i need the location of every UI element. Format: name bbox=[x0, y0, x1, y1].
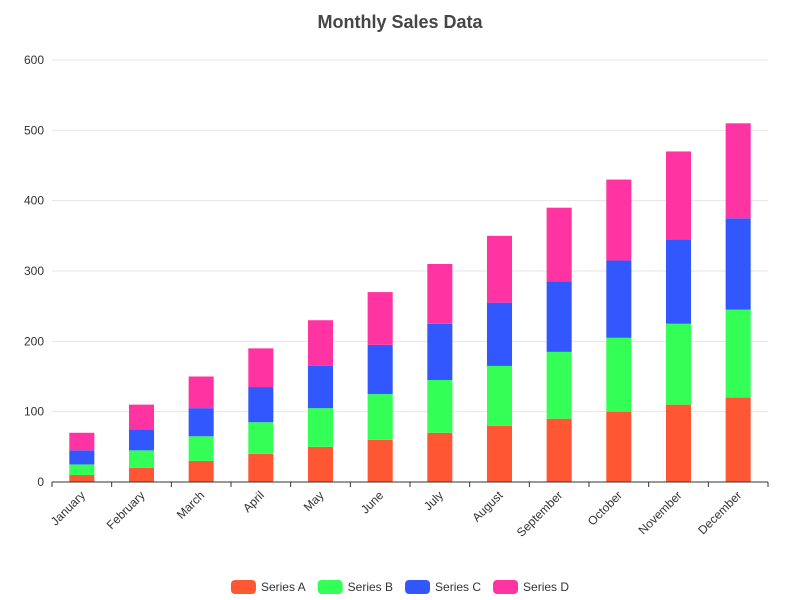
bar-segment bbox=[427, 323, 453, 381]
legend-label: Series A bbox=[261, 580, 306, 594]
bar-segment bbox=[725, 397, 751, 482]
bar-segment bbox=[546, 281, 572, 352]
bar-segment bbox=[725, 123, 751, 219]
bar-segment bbox=[307, 408, 334, 447]
y-tick-label: 500 bbox=[24, 123, 44, 137]
bar-segment bbox=[486, 365, 513, 426]
legend: Series A Series B Series C Series D bbox=[230, 580, 569, 594]
y-tick-label: 200 bbox=[24, 334, 44, 348]
legend-swatch bbox=[230, 580, 256, 594]
legend-label: Series B bbox=[348, 580, 393, 594]
bar-segment bbox=[69, 464, 95, 475]
y-tick-label: 600 bbox=[24, 53, 44, 67]
legend-item[interactable]: Series A bbox=[230, 580, 306, 594]
bar-segment bbox=[606, 179, 632, 261]
bar-segment bbox=[665, 239, 692, 324]
chart-title: Monthly Sales Data bbox=[317, 12, 483, 32]
bar-segment bbox=[128, 467, 155, 482]
bar-segment bbox=[188, 376, 214, 409]
bar-segment bbox=[427, 263, 453, 324]
bar-segment bbox=[367, 394, 393, 440]
x-tick-label: June bbox=[358, 488, 387, 517]
x-tick-label: May bbox=[301, 488, 327, 514]
bar-segment bbox=[427, 432, 453, 482]
legend-swatch bbox=[317, 580, 343, 594]
x-tick-label: August bbox=[469, 488, 506, 525]
bar-segment bbox=[69, 450, 95, 465]
legend-item[interactable]: Series B bbox=[317, 580, 393, 594]
x-tick-label: April bbox=[240, 488, 267, 515]
x-tick-label: September bbox=[514, 488, 565, 539]
bar-segment bbox=[606, 411, 632, 482]
x-tick-label: January bbox=[48, 488, 88, 528]
bar-segment bbox=[188, 408, 214, 437]
x-tick-label: July bbox=[421, 488, 446, 513]
bars bbox=[69, 123, 751, 482]
x-tick-label: December bbox=[695, 488, 744, 537]
y-tick-label: 0 bbox=[37, 475, 44, 489]
legend-item[interactable]: Series D bbox=[493, 580, 569, 594]
bar-segment bbox=[665, 323, 692, 405]
y-tick-label: 300 bbox=[24, 264, 44, 278]
legend-label: Series D bbox=[523, 580, 569, 594]
bar-segment bbox=[725, 309, 751, 398]
bar-segment bbox=[128, 404, 155, 430]
bar-segment bbox=[128, 450, 155, 468]
bar-segment bbox=[546, 418, 572, 482]
bar-segment bbox=[69, 432, 95, 451]
bar-segment bbox=[188, 436, 214, 461]
bar-segment bbox=[248, 387, 274, 423]
bar-segment bbox=[665, 404, 692, 482]
x-tick-label: February bbox=[104, 488, 148, 532]
bar-segment bbox=[665, 151, 692, 240]
bar-segment bbox=[248, 453, 274, 482]
y-tick-label: 100 bbox=[24, 405, 44, 419]
bar-segment bbox=[307, 365, 334, 409]
x-tick-label: November bbox=[636, 488, 685, 537]
x-tick-label: March bbox=[174, 488, 207, 521]
bar-segment bbox=[606, 337, 632, 412]
bar-segment bbox=[248, 348, 274, 388]
bar-segment bbox=[307, 320, 334, 366]
legend-label: Series C bbox=[435, 580, 481, 594]
bar-segment bbox=[427, 380, 453, 433]
bar-segment bbox=[248, 422, 274, 454]
bar-segment bbox=[486, 425, 513, 482]
legend-swatch bbox=[493, 580, 519, 594]
bar-segment bbox=[367, 292, 393, 345]
bar-segment bbox=[486, 302, 513, 366]
bar-segment bbox=[188, 460, 214, 482]
bar-segment bbox=[307, 446, 334, 482]
bar-segment bbox=[486, 235, 513, 303]
legend-item[interactable]: Series C bbox=[405, 580, 481, 594]
legend-swatch bbox=[405, 580, 431, 594]
bar-segment bbox=[725, 218, 751, 310]
bar-segment bbox=[128, 429, 155, 451]
bar-segment bbox=[546, 351, 572, 419]
y-tick-label: 400 bbox=[24, 194, 44, 208]
bar-segment bbox=[69, 474, 95, 482]
gridlines bbox=[52, 59, 768, 413]
x-tick-label: October bbox=[585, 488, 625, 528]
bar-segment bbox=[606, 260, 632, 338]
bar-segment bbox=[367, 439, 393, 482]
bar-segment bbox=[367, 344, 393, 395]
bar-segment bbox=[546, 207, 572, 282]
